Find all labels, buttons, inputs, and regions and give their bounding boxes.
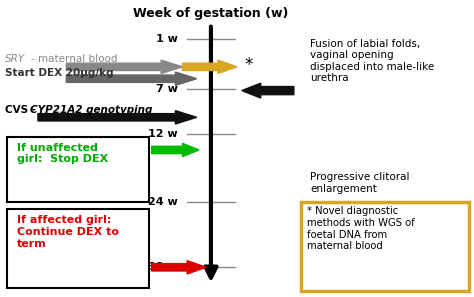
Text: *: *: [244, 56, 253, 74]
Text: 38 w: 38 w: [148, 262, 178, 272]
Polygon shape: [152, 261, 206, 274]
FancyBboxPatch shape: [7, 137, 149, 202]
Text: 24 w: 24 w: [148, 197, 178, 207]
FancyBboxPatch shape: [7, 209, 149, 288]
Text: CVS -: CVS -: [5, 105, 39, 115]
Text: - maternal blood: - maternal blood: [31, 54, 117, 64]
Polygon shape: [66, 60, 182, 74]
Polygon shape: [38, 111, 197, 124]
Text: Week of gestation (w): Week of gestation (w): [133, 7, 289, 20]
FancyBboxPatch shape: [301, 202, 469, 291]
Text: 7 w: 7 w: [156, 84, 178, 94]
Polygon shape: [66, 72, 197, 86]
Text: Progressive clitoral
enlargement: Progressive clitoral enlargement: [310, 172, 410, 194]
Text: Start DEX 20μg/kg: Start DEX 20μg/kg: [5, 68, 113, 78]
Text: 1 w: 1 w: [156, 34, 178, 44]
Polygon shape: [242, 83, 294, 98]
Text: If affected girl:
Continue DEX to
term: If affected girl: Continue DEX to term: [17, 215, 118, 249]
Polygon shape: [182, 60, 237, 74]
Text: 12 w: 12 w: [148, 129, 178, 139]
Polygon shape: [152, 143, 199, 157]
Text: If unaffected
girl:  Stop DEX: If unaffected girl: Stop DEX: [17, 143, 108, 164]
Text: * Novel diagnostic
methods with WGS of
foetal DNA from
maternal blood: * Novel diagnostic methods with WGS of f…: [307, 206, 415, 251]
Text: SRY: SRY: [5, 54, 25, 64]
Text: Fusion of labial folds,
vaginal opening
displaced into male-like
urethra: Fusion of labial folds, vaginal opening …: [310, 39, 435, 83]
Text: CYP21A2 genotyping: CYP21A2 genotyping: [30, 105, 152, 115]
